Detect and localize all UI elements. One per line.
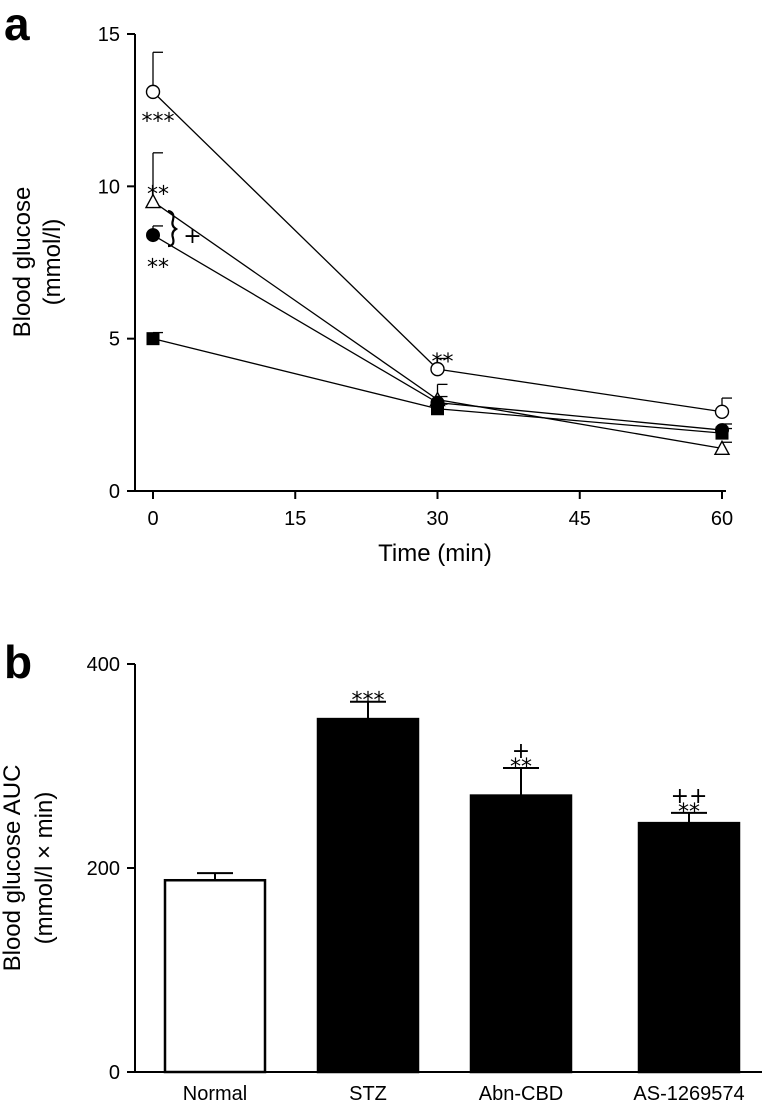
panel-b-significance-marker: **	[510, 755, 532, 780]
panel-a-series-open-circle	[145, 51, 732, 419]
panel-b-bar	[637, 821, 741, 1074]
panel-b-category-label: AS-1269574	[633, 1083, 744, 1102]
panel-b-category-label: Abn-CBD	[479, 1083, 563, 1102]
panel-b-bar	[316, 717, 420, 1074]
panel-b-bar-group: Normal	[163, 872, 267, 1102]
panel-a: a 0 5 10 15 0 15 30 45 60 Time (min) Blood gluc…	[4, 0, 733, 567]
panel-a-point-filled-square	[146, 332, 160, 346]
panel-b-annotations: ***+**++**	[352, 689, 708, 825]
panel-a-significance-marker: **	[147, 256, 169, 281]
panel-b-significance-marker: ++	[671, 784, 708, 809]
panel-a-point-filled-square	[431, 402, 444, 416]
panel-b-bar	[469, 794, 573, 1074]
panel-b-bar-group: STZ	[316, 700, 420, 1102]
panel-a-x-tick-label: 30	[426, 508, 448, 530]
panel-a-y-axis-label-line-1: Blood glucose	[9, 187, 36, 338]
panel-a-significance-marker: +	[183, 224, 201, 249]
panel-a-annotations: *****+****	[142, 109, 454, 375]
panel-a-significance-marker: **	[147, 182, 169, 207]
panel-b-bars: Normal STZ Abn-CBD AS-1269574	[163, 700, 745, 1102]
panel-a-point-open-triangle	[144, 193, 162, 209]
panel-a-letter: a	[4, 0, 30, 50]
panel-a-y-tick-label: 0	[109, 481, 120, 503]
panel-a-x-ticks: 0 15 30 45 60	[147, 491, 733, 530]
panel-a-y-tick-label: 10	[98, 176, 120, 198]
panel-a-y-axis-label-line-2: (mmol/l)	[39, 219, 66, 306]
panel-a-x-axis-label: Time (min)	[378, 540, 492, 567]
panel-a-point-filled-circle	[146, 228, 160, 243]
panel-b-y-ticks: 0 200 400	[87, 654, 135, 1084]
panel-b-y-axis-label-line-2: (mmol/l × min)	[31, 792, 58, 945]
panel-a-series	[144, 51, 732, 456]
panel-a-bracket	[167, 209, 179, 248]
panel-a-x-tick-label: 15	[284, 508, 306, 530]
panel-b-y-axis-label-line-1: Blood glucose AUC	[0, 765, 26, 972]
panel-a-x-tick-label: 0	[147, 508, 158, 530]
panel-b-letter: b	[4, 636, 32, 688]
panel-a-y-ticks: 0 5 10 15	[98, 24, 135, 503]
panel-a-y-tick-label: 15	[98, 24, 120, 46]
panel-b-y-tick-label: 0	[109, 1062, 120, 1084]
panel-a-point-filled-square	[715, 426, 729, 440]
panel-b-significance-marker: ***	[352, 689, 385, 714]
panel-b: b 0 200 400 Blood glucose AUC (mmol/l × mi…	[0, 636, 762, 1102]
panel-a-significance-marker: **	[432, 350, 454, 375]
panel-b-category-label: Normal	[183, 1083, 247, 1102]
panel-b-bar-group: Abn-CBD	[469, 767, 573, 1102]
panel-b-bar	[163, 878, 267, 1074]
panel-b-bar-group: AS-1269574	[633, 811, 745, 1102]
panel-a-series-filled-square	[146, 331, 732, 440]
panel-b-y-tick-label: 400	[87, 654, 120, 676]
panel-a-point-open-circle	[430, 361, 445, 377]
panel-b-significance-marker: +	[512, 739, 530, 764]
panel-a-y-tick-label: 5	[109, 329, 120, 351]
panel-a-x-tick-label: 60	[711, 508, 733, 530]
panel-b-significance-marker: **	[678, 800, 700, 825]
panel-a-point-open-triangle	[713, 439, 731, 456]
panel-a-point-open-circle	[145, 84, 161, 100]
panel-a-point-open-circle	[714, 404, 730, 419]
panel-b-y-tick-label: 200	[87, 858, 120, 880]
panel-a-significance-marker: ***	[142, 109, 175, 134]
panel-a-x-tick-label: 45	[569, 508, 591, 530]
panel-b-category-label: STZ	[349, 1083, 387, 1102]
